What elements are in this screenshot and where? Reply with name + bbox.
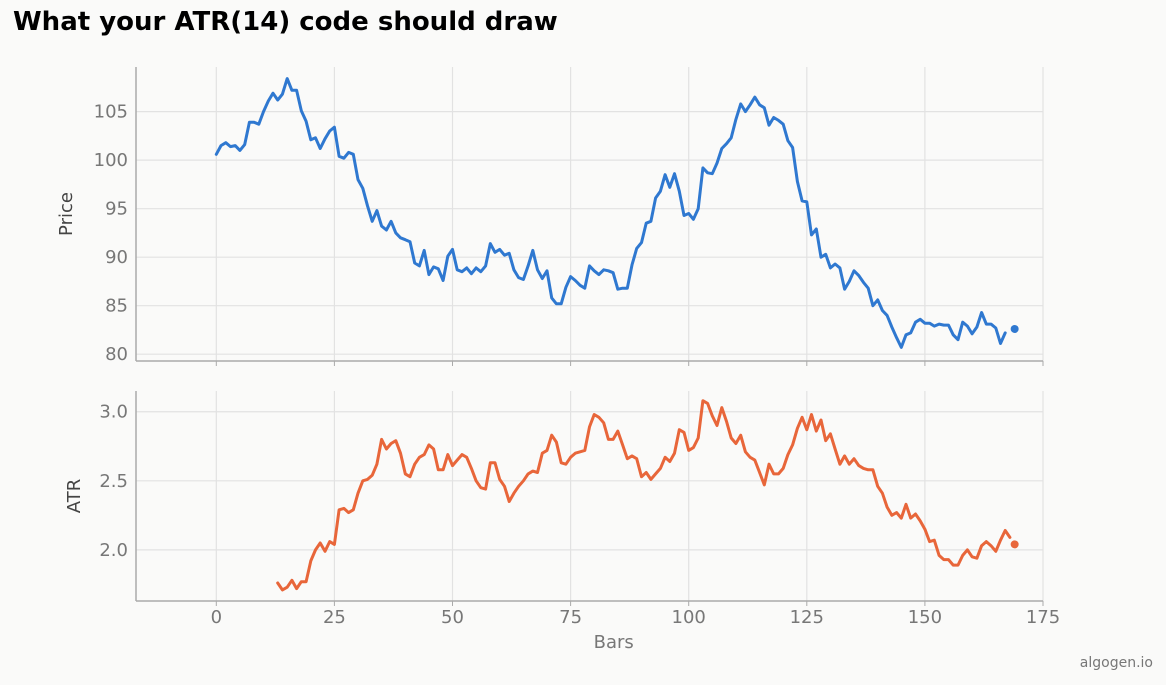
price-ytick-label: 95 [105,199,128,220]
atr-panel: 2.0 2.5 3.0 ATR 0 25 50 75 100 125 150 175 Bars [64,391,1060,653]
price-last-point [1010,324,1019,333]
atr-ytick-label: 3.0 [99,402,128,423]
atr-series-line [276,399,1012,592]
price-ytick-label: 80 [105,344,128,365]
price-series-line [214,77,1007,349]
xtick-label: 100 [672,607,706,628]
xtick-label: 175 [1026,607,1060,628]
price-ylabel: Price [56,192,77,236]
xtick-label: 150 [908,607,942,628]
price-panel: 80 85 90 95 100 105 Price [56,67,1044,366]
price-ytick-label: 85 [105,296,128,317]
atr-ylabel: ATR [64,479,85,513]
xtick-label: 50 [441,607,464,628]
price-ytick-label: 90 [105,247,128,268]
atr-last-point [1010,540,1019,549]
xlabel: Bars [594,632,634,653]
xtick-label: 25 [323,607,346,628]
price-ytick-label: 100 [94,150,128,171]
watermark: algogen.io [1079,655,1153,671]
atr-ytick-label: 2.5 [99,471,128,492]
atr-ytick-label: 2.0 [99,540,128,561]
chart-title: What your ATR(14) code should draw [13,7,558,37]
xtick-label: 0 [211,607,222,628]
xtick-label: 125 [790,607,824,628]
xtick-label: 75 [559,607,582,628]
price-ytick-label: 105 [94,102,128,123]
